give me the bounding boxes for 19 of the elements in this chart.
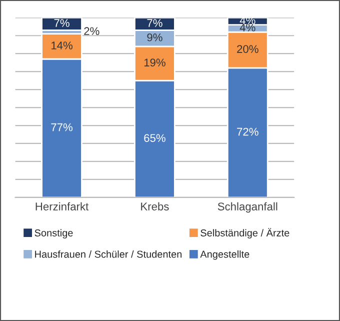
data-label: 14% [51, 42, 72, 50]
data-label: 77% [51, 123, 72, 132]
data-label: 72% [237, 128, 258, 136]
data-label: 7% [147, 19, 162, 27]
data-label: 9% [147, 33, 162, 42]
x-tick-label: Herzinfarkt [36, 202, 89, 210]
data-label: 19% [144, 58, 166, 66]
legend-label: Hausfrauen / Schüler / Studenten [35, 250, 182, 258]
bar [41, 18, 82, 31]
x-tick-label: Krebs [141, 202, 169, 210]
legend-label: Sonstige [34, 229, 73, 238]
legend-label: Selbständige / Ärzte [200, 228, 290, 238]
data-label: 4% [240, 24, 256, 32]
data-label: 7% [54, 19, 70, 27]
x-tick-label: Schlaganfall [218, 202, 278, 213]
data-label: 20% [237, 45, 258, 53]
legend-label: Angestellte [200, 250, 250, 260]
data-label: 2% [84, 27, 100, 35]
data-label: 65% [144, 134, 166, 142]
